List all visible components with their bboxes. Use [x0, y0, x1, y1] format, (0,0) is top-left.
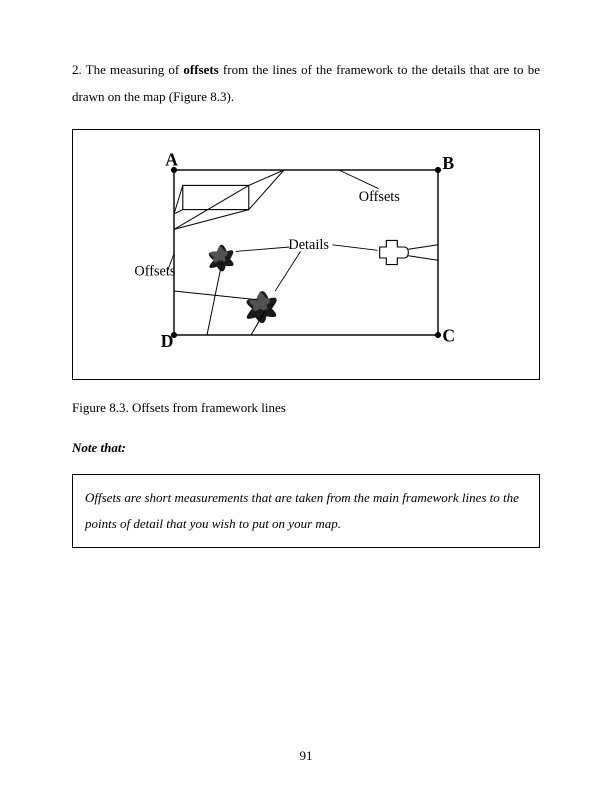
para-pre: 2. The measuring of [72, 62, 183, 77]
leader-line [332, 244, 377, 250]
note-heading: Note that: [72, 440, 540, 456]
label-d: D [161, 331, 174, 351]
figure-box: A B C D Offsets [72, 129, 540, 380]
tree-icon [246, 291, 276, 323]
figure-svg: A B C D Offsets [97, 148, 515, 357]
leader-line [339, 170, 379, 189]
offset-line [408, 255, 438, 259]
cross-icon [380, 240, 409, 264]
body-paragraph: 2. The measuring of offsets from the lin… [72, 56, 540, 111]
offset-line [174, 209, 249, 229]
label-b: B [442, 152, 454, 172]
leader-line [275, 251, 300, 291]
offset-line [249, 170, 284, 185]
note-body: Offsets are short measurements that are … [85, 490, 519, 531]
building-rect [183, 185, 249, 209]
vertex-c-dot [435, 332, 441, 338]
offset-line [249, 170, 284, 210]
figure-caption: Figure 8.3. Offsets from framework lines [72, 400, 540, 416]
note-box: Offsets are short measurements that are … [72, 474, 540, 548]
vertex-b-dot [435, 167, 441, 173]
page-number: 91 [0, 748, 612, 764]
label-a: A [165, 149, 178, 169]
leader-line [236, 247, 290, 251]
offsets-right-label: Offsets [359, 188, 400, 204]
details-label: Details [288, 237, 329, 253]
offset-line [207, 260, 222, 335]
offset-line [408, 244, 438, 248]
para-bold: offsets [183, 62, 218, 77]
label-c: C [442, 325, 455, 345]
